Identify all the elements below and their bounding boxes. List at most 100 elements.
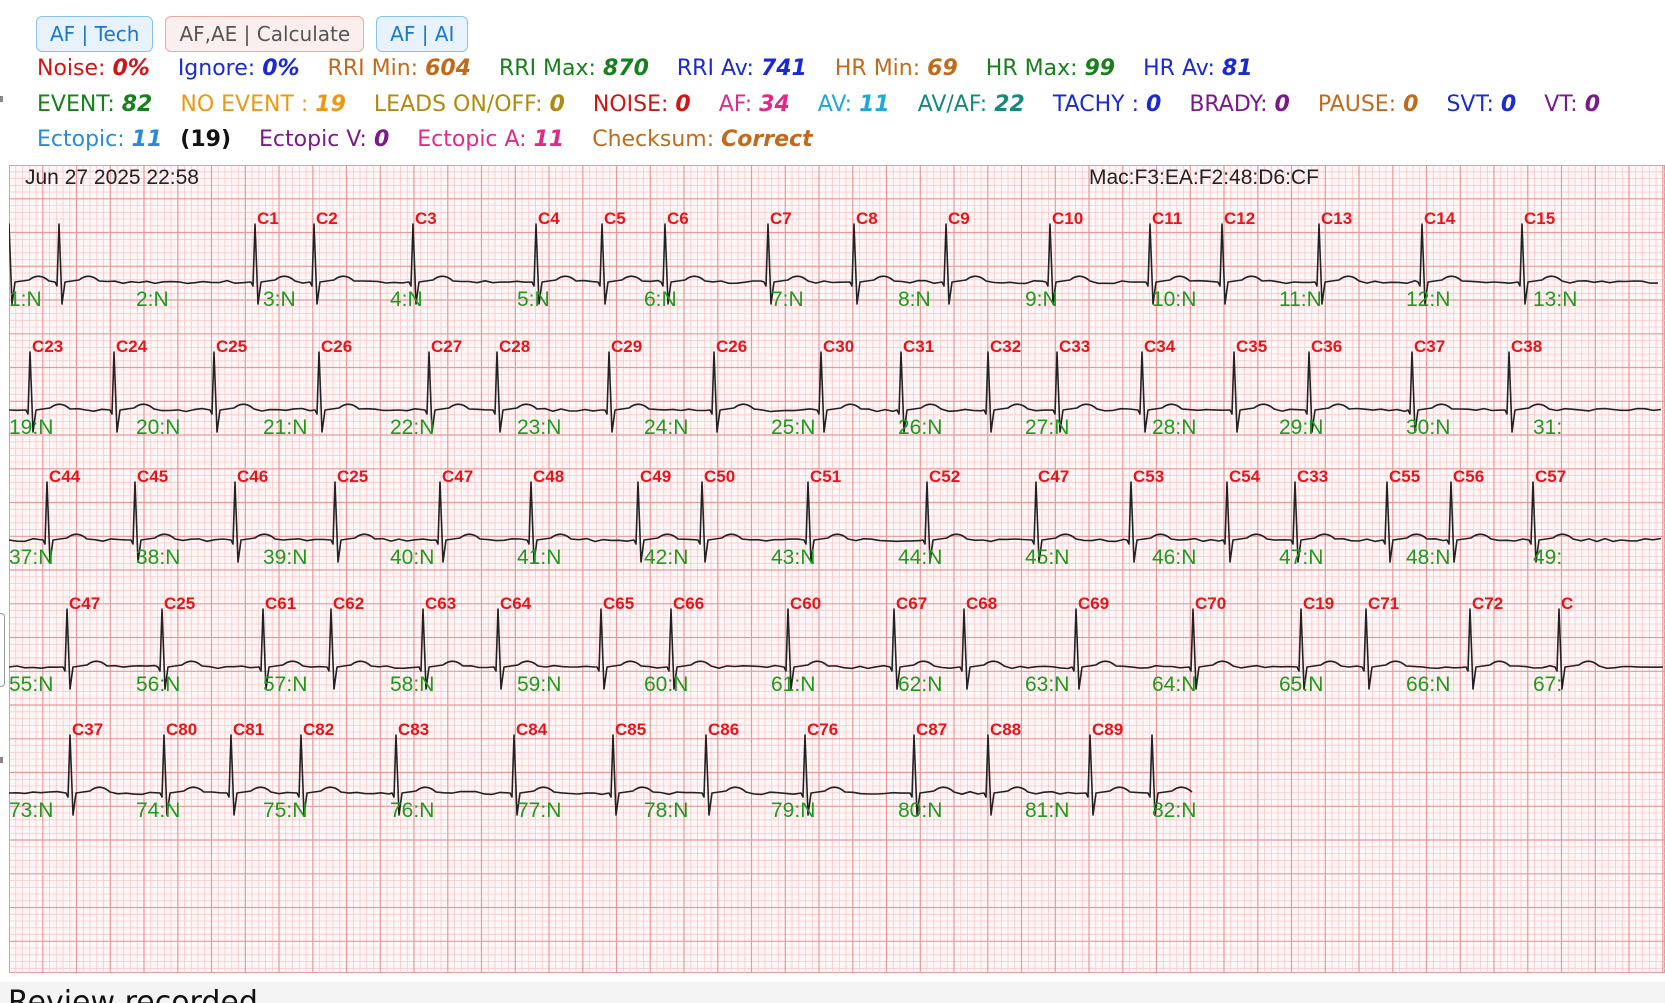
af-ai-button[interactable]: AF | AI — [376, 16, 469, 52]
beat-label[interactable]: 37:N — [9, 546, 53, 569]
cluster-label[interactable]: C15 — [1524, 209, 1555, 228]
beat-label[interactable]: 44:N — [898, 546, 942, 569]
cluster-label[interactable]: C85 — [615, 720, 646, 739]
cluster-label[interactable]: C1 — [257, 209, 279, 228]
cluster-label[interactable]: C36 — [1311, 337, 1342, 356]
cluster-label[interactable]: C51 — [810, 467, 841, 486]
cluster-label[interactable]: C33 — [1059, 337, 1090, 356]
beat-label[interactable]: 59:N — [517, 673, 561, 696]
beat-label[interactable]: 62:N — [898, 673, 942, 696]
cluster-label[interactable]: C60 — [790, 594, 821, 613]
beat-label[interactable]: 67: — [1533, 673, 1562, 696]
beat-label[interactable]: 64:N — [1152, 673, 1196, 696]
cluster-label[interactable]: C49 — [640, 467, 671, 486]
beat-label[interactable]: 40:N — [390, 546, 434, 569]
cluster-label[interactable]: C52 — [929, 467, 960, 486]
beat-label[interactable]: 43:N — [771, 546, 815, 569]
beat-label[interactable]: 8:N — [898, 288, 931, 311]
beat-label[interactable]: 55:N — [9, 673, 53, 696]
beat-label[interactable]: 82:N — [1152, 799, 1196, 822]
beat-label[interactable]: 31: — [1533, 416, 1562, 439]
cluster-label[interactable]: C67 — [896, 594, 927, 613]
cluster-label[interactable]: C11 — [1152, 209, 1182, 228]
beat-label[interactable]: 10:N — [1152, 288, 1196, 311]
beat-label[interactable]: 60:N — [644, 673, 688, 696]
cluster-label[interactable]: C86 — [708, 720, 739, 739]
cluster-label[interactable]: C27 — [431, 337, 462, 356]
cluster-label[interactable]: C84 — [516, 720, 548, 739]
cluster-label[interactable]: C25 — [164, 594, 195, 613]
cluster-label[interactable]: C76 — [807, 720, 838, 739]
cluster-label[interactable]: C54 — [1229, 467, 1261, 486]
cluster-label[interactable]: C24 — [116, 337, 148, 356]
cluster-label[interactable]: C9 — [948, 209, 970, 228]
cluster-label[interactable]: C82 — [303, 720, 334, 739]
af-ae-calculate-button[interactable]: AF,AE | Calculate — [165, 16, 365, 52]
beat-label[interactable]: 77:N — [517, 799, 561, 822]
beat-label[interactable]: 80:N — [898, 799, 942, 822]
cluster-label[interactable]: C29 — [611, 337, 642, 356]
cluster-label[interactable]: C62 — [333, 594, 364, 613]
cluster-label[interactable]: C70 — [1195, 594, 1226, 613]
cluster-label[interactable]: C87 — [916, 720, 947, 739]
beat-label[interactable]: 27:N — [1025, 416, 1069, 439]
beat-label[interactable]: 58:N — [390, 673, 434, 696]
cluster-label[interactable]: C81 — [233, 720, 264, 739]
cluster-label[interactable]: C69 — [1078, 594, 1109, 613]
cluster-label[interactable]: C34 — [1144, 337, 1176, 356]
cluster-label[interactable]: C25 — [337, 467, 368, 486]
cluster-label[interactable]: C47 — [69, 594, 100, 613]
cluster-label[interactable]: C56 — [1453, 467, 1484, 486]
beat-label[interactable]: 23:N — [517, 416, 561, 439]
beat-label[interactable]: 47:N — [1279, 546, 1323, 569]
cluster-label[interactable]: C83 — [398, 720, 429, 739]
cluster-label[interactable]: C61 — [265, 594, 296, 613]
beat-label[interactable]: 29:N — [1279, 416, 1323, 439]
cluster-label[interactable]: C13 — [1321, 209, 1352, 228]
beat-label[interactable]: 21:N — [263, 416, 307, 439]
side-scroll-handle[interactable] — [0, 613, 5, 687]
beat-label[interactable]: 57:N — [263, 673, 307, 696]
beat-label[interactable]: 13:N — [1533, 288, 1577, 311]
beat-label[interactable]: 76:N — [390, 799, 434, 822]
beat-label[interactable]: 25:N — [771, 416, 815, 439]
cluster-label[interactable]: C47 — [1038, 467, 1069, 486]
beat-label[interactable]: 39:N — [263, 546, 307, 569]
beat-label[interactable]: 75:N — [263, 799, 307, 822]
cluster-label[interactable]: C46 — [237, 467, 268, 486]
beat-label[interactable]: 56:N — [136, 673, 180, 696]
beat-label[interactable]: 66:N — [1406, 673, 1450, 696]
cluster-label[interactable]: C2 — [316, 209, 338, 228]
cluster-label[interactable]: C8 — [856, 209, 878, 228]
beat-label[interactable]: 46:N — [1152, 546, 1196, 569]
cluster-label[interactable]: C57 — [1535, 467, 1566, 486]
cluster-label[interactable]: C — [1561, 594, 1573, 613]
cluster-label[interactable]: C25 — [216, 337, 247, 356]
cluster-label[interactable]: C80 — [166, 720, 197, 739]
beat-label[interactable]: 48:N — [1406, 546, 1450, 569]
beat-label[interactable]: 65:N — [1279, 673, 1323, 696]
cluster-label[interactable]: C4 — [538, 209, 560, 228]
beat-label[interactable]: 61:N — [771, 673, 815, 696]
af-tech-button[interactable]: AF | Tech — [36, 16, 154, 52]
beat-label[interactable]: 26:N — [898, 416, 942, 439]
cluster-label[interactable]: C35 — [1236, 337, 1267, 356]
beat-label[interactable]: 6:N — [644, 288, 677, 311]
cluster-label[interactable]: C63 — [425, 594, 456, 613]
cluster-label[interactable]: C5 — [604, 209, 626, 228]
cluster-label[interactable]: C12 — [1224, 209, 1255, 228]
beat-label[interactable]: 81:N — [1025, 799, 1069, 822]
cluster-label[interactable]: C37 — [72, 720, 103, 739]
cluster-label[interactable]: C7 — [770, 209, 792, 228]
beat-label[interactable]: 22:N — [390, 416, 434, 439]
cluster-label[interactable]: C6 — [667, 209, 689, 228]
cluster-label[interactable]: C10 — [1052, 209, 1083, 228]
beat-label[interactable]: 20:N — [136, 416, 180, 439]
cluster-label[interactable]: C37 — [1414, 337, 1445, 356]
beat-label[interactable]: 5:N — [517, 288, 550, 311]
beat-label[interactable]: 49: — [1533, 546, 1562, 569]
beat-label[interactable]: 45:N — [1025, 546, 1069, 569]
cluster-label[interactable]: C45 — [137, 467, 168, 486]
beat-label[interactable]: 7:N — [771, 288, 804, 311]
cluster-label[interactable]: C47 — [442, 467, 473, 486]
